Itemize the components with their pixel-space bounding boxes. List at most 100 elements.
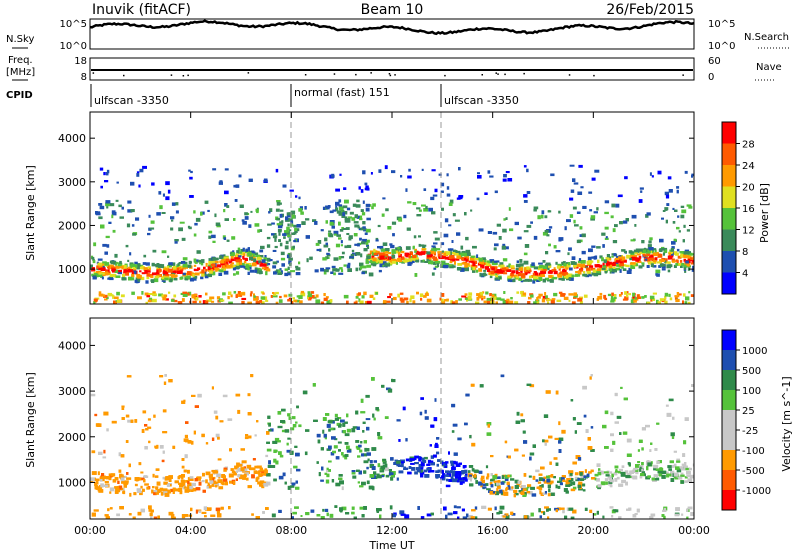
scatter-cell — [284, 230, 289, 233]
scatter-cell — [298, 261, 301, 265]
scatter-cell — [690, 262, 694, 265]
scatter-cell — [242, 220, 247, 225]
scatter-cell — [547, 484, 551, 488]
scatter-cell — [224, 168, 229, 171]
scatter-cell — [624, 296, 629, 301]
scatter-cell — [138, 184, 141, 188]
scatter-cell — [618, 468, 623, 472]
scatter-cell — [205, 479, 208, 484]
scatter-cell — [121, 265, 124, 270]
scatter-cell — [274, 449, 278, 453]
scatter-cell — [390, 457, 394, 461]
scatter-cell — [119, 473, 123, 477]
scatter-cell — [243, 468, 248, 472]
scatter-cell — [421, 204, 426, 207]
scatter-cell — [454, 252, 459, 256]
nave-dot — [247, 72, 250, 74]
scatter-cell — [340, 244, 343, 247]
scatter-cell — [476, 293, 481, 296]
scatter-cell — [331, 436, 336, 440]
scatter-cell — [484, 266, 489, 270]
scatter-cell — [378, 169, 382, 173]
scatter-cell — [109, 203, 115, 207]
scatter-cell — [414, 273, 418, 277]
scatter-cell — [636, 260, 642, 263]
scatter-cell — [614, 262, 619, 265]
scatter-cell — [492, 231, 498, 235]
scatter-cell — [305, 429, 310, 432]
scatter-cell — [320, 516, 325, 519]
scatter-cell — [490, 273, 496, 276]
scatter-cell — [379, 514, 382, 519]
scatter-cell — [573, 296, 577, 299]
scatter-cell — [653, 252, 659, 256]
scatter-cell — [167, 189, 171, 194]
scatter-cell — [355, 296, 359, 299]
scatter-cell — [536, 279, 540, 282]
scatter-cell — [333, 233, 337, 236]
scatter-cell — [118, 204, 122, 208]
scatter-cell — [265, 299, 269, 302]
x-tick-label: 04:00 — [175, 524, 207, 537]
scatter-cell — [683, 465, 688, 469]
scatter-cell — [505, 474, 509, 479]
scatter-cell — [141, 276, 145, 281]
scatter-cell — [500, 481, 505, 485]
scatter-cell — [408, 466, 412, 469]
scatter-cell — [691, 173, 694, 177]
scatter-cell — [513, 274, 518, 278]
scatter-cell — [684, 301, 688, 304]
scatter-cell — [391, 251, 397, 254]
scatter-cell — [572, 417, 576, 421]
scatter-cell — [500, 298, 505, 301]
scatter-cell — [369, 258, 373, 261]
scatter-cell — [613, 266, 616, 271]
scatter-cell — [486, 297, 492, 301]
scatter-cell — [325, 296, 329, 299]
scatter-cell — [339, 423, 342, 427]
scatter-cell — [159, 205, 163, 210]
scatter-cell — [657, 301, 661, 304]
scatter-cell — [636, 294, 640, 297]
scatter-cell — [231, 236, 236, 240]
scatter-cell — [582, 385, 587, 390]
scatter-cell — [424, 416, 429, 420]
scatter-cell — [187, 469, 190, 474]
scatter-cell — [433, 251, 436, 256]
scatter-cell — [507, 474, 510, 478]
scatter-cell — [103, 172, 106, 176]
colorbar-tick-label: -500 — [742, 466, 765, 477]
scatter-cell — [146, 273, 150, 277]
scatter-cell — [237, 291, 241, 295]
nave-dot — [504, 73, 506, 76]
scatter-cell — [278, 299, 283, 303]
scatter-cell — [233, 291, 237, 294]
scatter-cell — [259, 300, 263, 303]
scatter-cell — [209, 477, 213, 481]
scatter-cell — [342, 422, 346, 427]
scatter-cell — [432, 194, 438, 197]
scatter-cell — [346, 428, 351, 433]
nave-dot — [370, 72, 372, 74]
scatter-cell — [609, 270, 612, 274]
scatter-cell — [207, 273, 212, 278]
scatter-cell — [94, 482, 98, 487]
scatter-cell — [247, 485, 252, 489]
scatter-cell — [145, 280, 149, 284]
scatter-cell — [209, 268, 212, 272]
scatter-cell — [271, 513, 276, 518]
scatter-cell — [567, 273, 573, 278]
scatter-cell — [355, 440, 360, 443]
scatter-cell — [284, 481, 287, 485]
scatter-cell — [572, 509, 577, 514]
scatter-cell — [135, 477, 139, 481]
scatter-cell — [543, 480, 548, 484]
scatter-cell — [105, 200, 111, 204]
scatter-cell — [122, 274, 126, 277]
scatter-cell — [344, 199, 349, 204]
scatter-cell — [625, 475, 631, 479]
scatter-cell — [680, 205, 685, 208]
scatter-cell — [686, 516, 689, 519]
scatter-cell — [450, 470, 453, 473]
